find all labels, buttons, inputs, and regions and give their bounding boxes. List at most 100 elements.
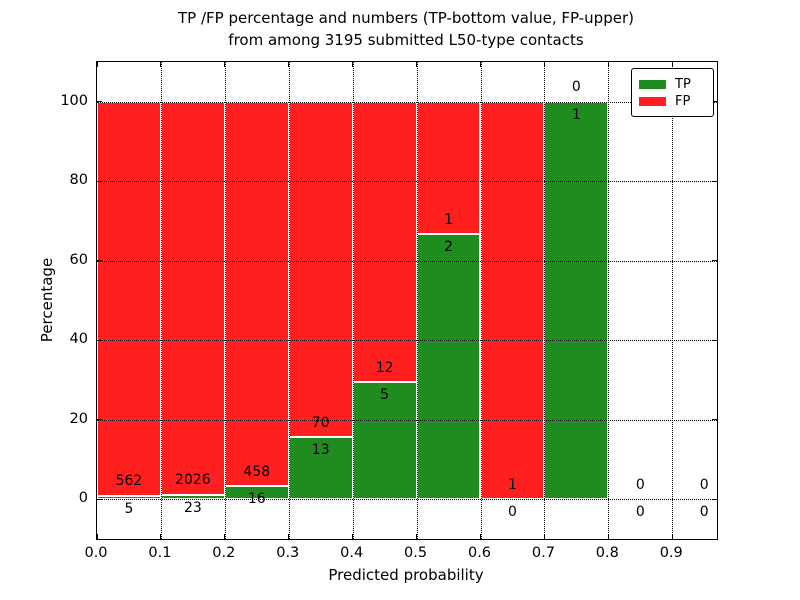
tp-count-label: 5 (380, 387, 390, 404)
horizontal-gridline (97, 419, 717, 421)
tp-count-label: 0 (635, 504, 645, 521)
y-tick-label: 60 (69, 251, 88, 268)
tp-bar-segment (352, 382, 417, 500)
vertical-gridline (160, 62, 162, 539)
plot-area: TP FP 562 5 2026 23 458 16 70 13 12 5 1 2 1 0 0 1 0 0 0 0 (96, 61, 718, 540)
tp-count-label: 23 (183, 499, 202, 516)
x-tickmark-top (160, 62, 162, 67)
x-tick-label: 0.7 (531, 545, 555, 561)
fp-bar-segment (288, 101, 353, 437)
x-tickmark-top (480, 62, 481, 67)
x-tick-label: 0.9 (659, 545, 683, 561)
x-tick-label: 0.1 (148, 545, 172, 561)
x-tickmark-top (416, 62, 418, 67)
x-tick-label: 0.3 (276, 545, 300, 561)
fp-legend-label: FP (675, 93, 691, 109)
y-tickmark (97, 101, 102, 103)
x-tick-label: 0.4 (340, 545, 364, 561)
vertical-gridline (544, 62, 546, 539)
fp-bar-segment (97, 101, 161, 496)
y-tick-label: 40 (69, 331, 88, 348)
fp-count-label: 0 (635, 476, 645, 493)
fp-count-label: 0 (699, 476, 709, 493)
tp-count-label: 16 (247, 490, 266, 507)
y-tickmark-right (712, 339, 717, 341)
y-tickmark (97, 180, 102, 182)
fp-bar-segment (160, 101, 225, 495)
y-tickmark-right (712, 101, 717, 103)
fp-count-label: 458 (243, 463, 271, 480)
vertical-gridline (352, 62, 354, 539)
y-tick-label: 100 (60, 92, 88, 109)
fp-legend-swatch-icon (639, 96, 666, 106)
x-tickmark (607, 534, 609, 539)
vertical-gridline (416, 62, 418, 539)
tp-bar-segment (544, 101, 609, 500)
fp-bar-segment (480, 101, 545, 500)
fp-count-label: 1 (507, 476, 517, 493)
x-tickmark-top (671, 62, 673, 67)
x-tick-label: 0.0 (84, 545, 108, 561)
x-tickmark-top (288, 62, 290, 67)
fp-bar-segment (352, 101, 417, 383)
y-tickmark (97, 339, 102, 341)
x-tickmark-top (352, 62, 354, 67)
y-tickmark-right (712, 498, 717, 500)
y-tickmark (97, 260, 102, 262)
x-axis-label: Predicted probability (328, 566, 484, 584)
y-tick-label: 0 (78, 490, 88, 507)
x-tickmark (96, 534, 98, 539)
y-tickmark-right (712, 419, 717, 421)
tp-bar-segment (288, 436, 353, 500)
x-tickmark (543, 534, 545, 539)
x-tickmark (288, 534, 290, 539)
fp-count-label: 0 (571, 79, 581, 96)
legend: TP FP (631, 68, 714, 117)
vertical-gridline (480, 62, 482, 539)
y-axis-label: Percentage (38, 257, 56, 343)
x-tickmark (224, 534, 226, 539)
x-tick-label: 0.8 (595, 545, 619, 561)
fp-bar-segment (416, 101, 481, 235)
y-tick-label: 80 (69, 172, 88, 189)
x-tick-label: 0.5 (404, 545, 428, 561)
legend-entry-tp: TP (639, 76, 705, 92)
x-tickmark-top (96, 62, 98, 67)
tp-count-label: 2 (444, 239, 453, 256)
horizontal-gridline (97, 340, 717, 342)
x-tickmark (352, 534, 354, 539)
tp-bar-segment (97, 495, 161, 500)
horizontal-gridline (97, 181, 717, 183)
tp-bar-segment (416, 234, 481, 500)
fp-count-label: 562 (115, 473, 143, 490)
y-tickmark-right (712, 260, 717, 262)
tp-count-label: 0 (699, 504, 709, 521)
chart-title-line2: from among 3195 submitted L50-type conta… (228, 31, 584, 49)
y-tick-label: 20 (69, 410, 88, 427)
horizontal-gridline (97, 260, 717, 262)
x-tickmark-top (607, 62, 609, 67)
tp-legend-label: TP (675, 76, 691, 92)
horizontal-gridline (97, 499, 717, 501)
x-tickmark (160, 534, 162, 539)
fp-bar-segment (224, 101, 289, 486)
chart-title-line1: TP /FP percentage and numbers (TP-bottom… (178, 9, 634, 27)
vertical-gridline (288, 62, 290, 539)
tp-count-label: 1 (571, 106, 581, 123)
x-tickmark (416, 534, 418, 539)
tp-count-label: 0 (507, 504, 517, 521)
y-tickmark-right (712, 180, 717, 182)
horizontal-gridline (97, 101, 717, 103)
x-tickmark-top (543, 62, 545, 67)
x-tick-label: 0.2 (212, 545, 236, 561)
vertical-gridline (224, 62, 226, 539)
y-tickmark (97, 419, 102, 421)
x-tickmark-top (224, 62, 226, 67)
tp-count-label: 5 (124, 500, 134, 517)
y-tickmark (97, 498, 102, 500)
fp-count-label: 12 (375, 360, 394, 377)
fp-count-label: 2026 (175, 472, 211, 489)
x-tickmark (480, 534, 481, 539)
legend-entry-fp: FP (639, 93, 705, 109)
fp-count-label: 1 (444, 211, 453, 228)
